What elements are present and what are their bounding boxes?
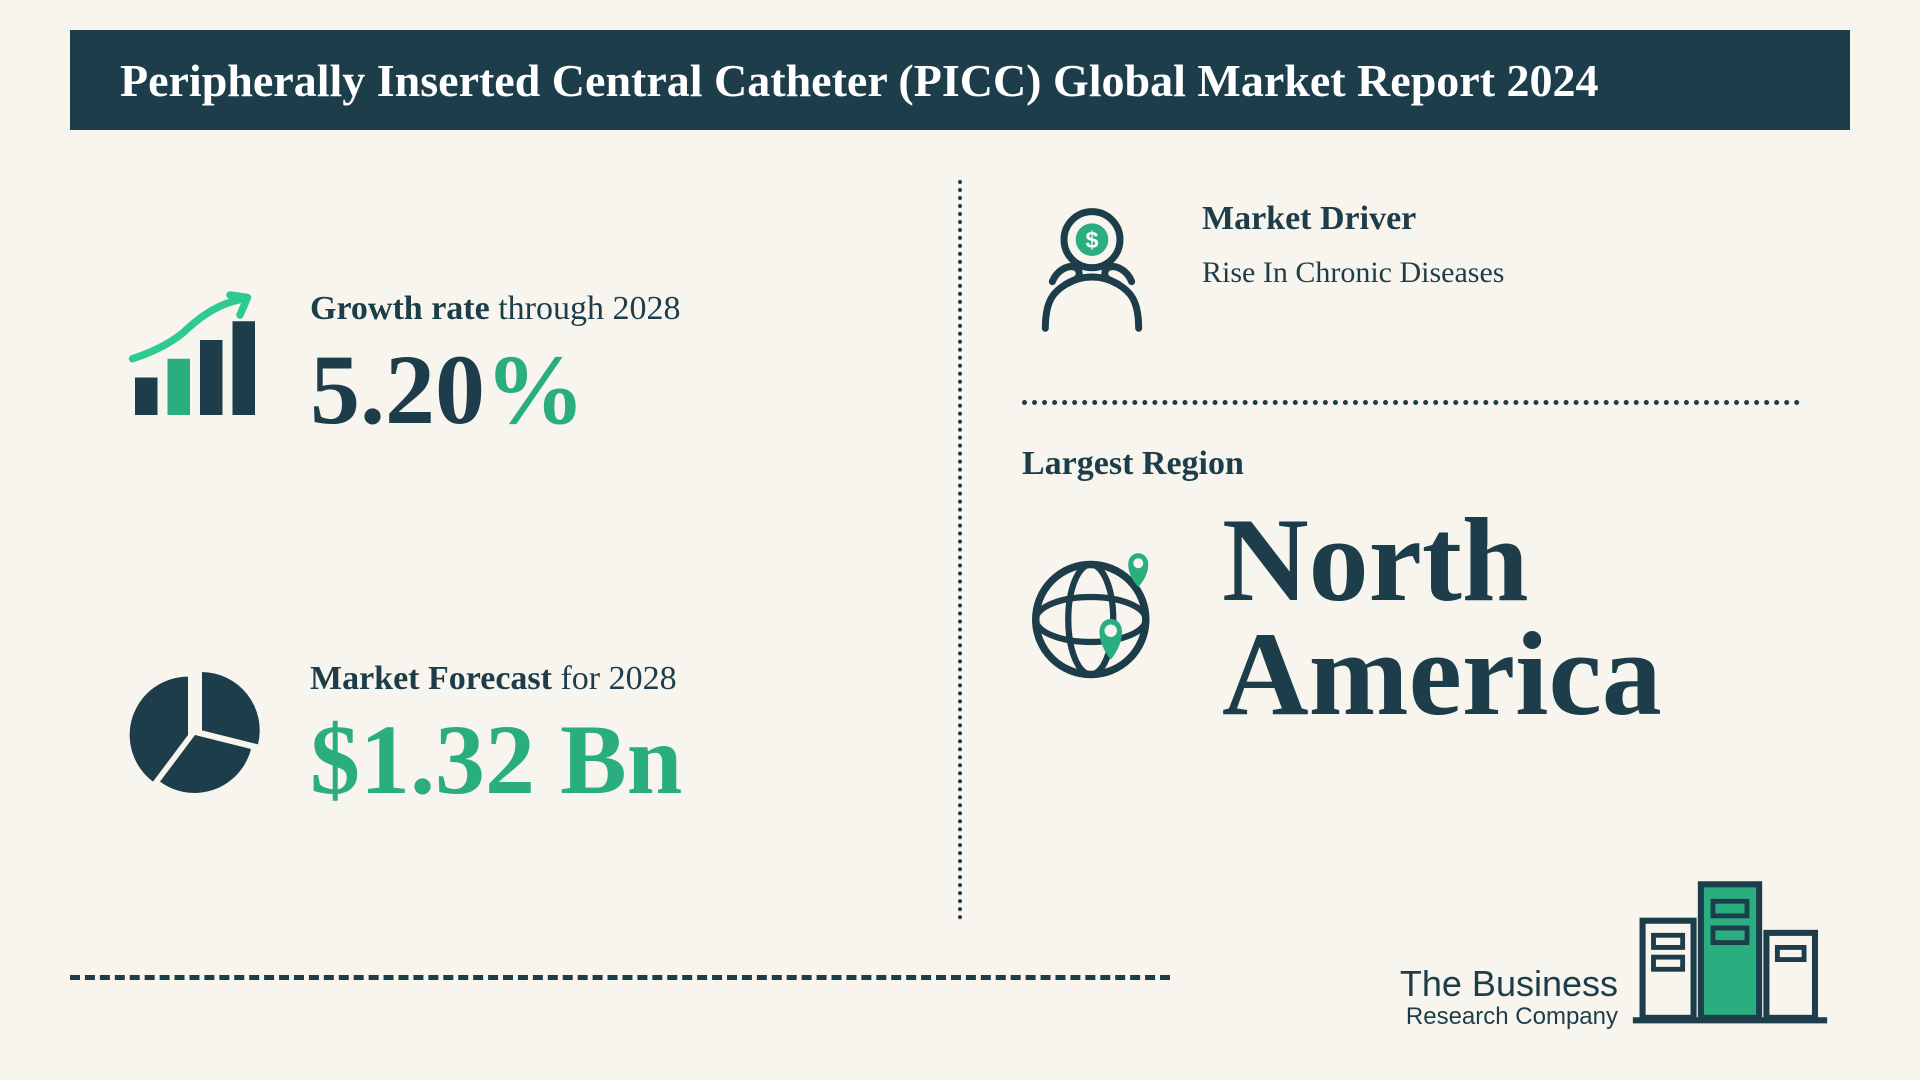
driver-block: $ Market Driver Rise In Chronic Diseases: [1022, 180, 1800, 340]
region-label: Largest Region: [1022, 445, 1800, 483]
region-value-line2: America: [1222, 607, 1662, 740]
horizontal-divider: [1022, 400, 1800, 405]
logo-text: The Business Research Company: [1400, 964, 1618, 1030]
growth-value-suffix: %: [485, 334, 585, 445]
growth-value-number: 5.20: [310, 334, 485, 445]
bottom-dashed-line: [70, 975, 1170, 980]
region-block: Largest Region: [1022, 445, 1800, 731]
hands-money-icon: $: [1022, 200, 1162, 340]
forecast-label-bold: Market Forecast: [310, 660, 552, 697]
growth-label-bold: Growth rate: [310, 290, 490, 327]
company-logo: The Business Research Company: [1400, 860, 1830, 1030]
growth-block: Growth rate through 2028 5.20%: [120, 290, 898, 440]
right-column: $ Market Driver Rise In Chronic Diseases…: [962, 180, 1800, 920]
header-bar: Peripherally Inserted Central Catheter (…: [70, 30, 1850, 130]
growth-label-rest: through 2028: [490, 290, 681, 327]
content-grid: Growth rate through 2028 5.20%: [120, 180, 1800, 920]
forecast-value-suffix: Bn: [535, 704, 682, 815]
forecast-block: Market Forecast for 2028 $1.32 Bn: [120, 660, 898, 810]
left-column: Growth rate through 2028 5.20%: [120, 180, 958, 920]
driver-label: Market Driver: [1202, 200, 1800, 238]
logo-line2: Research Company: [1400, 1004, 1618, 1030]
driver-value: Rise In Chronic Diseases: [1202, 256, 1800, 290]
logo-buildings-icon: [1630, 860, 1830, 1030]
forecast-value: $1.32 Bn: [310, 710, 898, 810]
region-value: North America: [1222, 503, 1662, 731]
logo-line1: The Business: [1400, 964, 1618, 1004]
growth-text: Growth rate through 2028 5.20%: [310, 290, 898, 440]
forecast-label-rest: for 2028: [552, 660, 677, 697]
header-title: Peripherally Inserted Central Catheter (…: [120, 54, 1599, 107]
svg-text:$: $: [1086, 227, 1099, 253]
forecast-text: Market Forecast for 2028 $1.32 Bn: [310, 660, 898, 810]
growth-label: Growth rate through 2028: [310, 290, 898, 328]
region-row: North America: [1022, 503, 1800, 731]
pie-chart-icon: [120, 660, 270, 810]
driver-text: Market Driver Rise In Chronic Diseases: [1202, 200, 1800, 290]
forecast-value-number: $1.32: [310, 704, 535, 815]
forecast-label: Market Forecast for 2028: [310, 660, 898, 698]
infographic-page: Peripherally Inserted Central Catheter (…: [0, 0, 1920, 1080]
growth-value: 5.20%: [310, 340, 898, 440]
globe-pin-icon: [1022, 542, 1172, 692]
growth-chart-icon: [120, 290, 270, 440]
